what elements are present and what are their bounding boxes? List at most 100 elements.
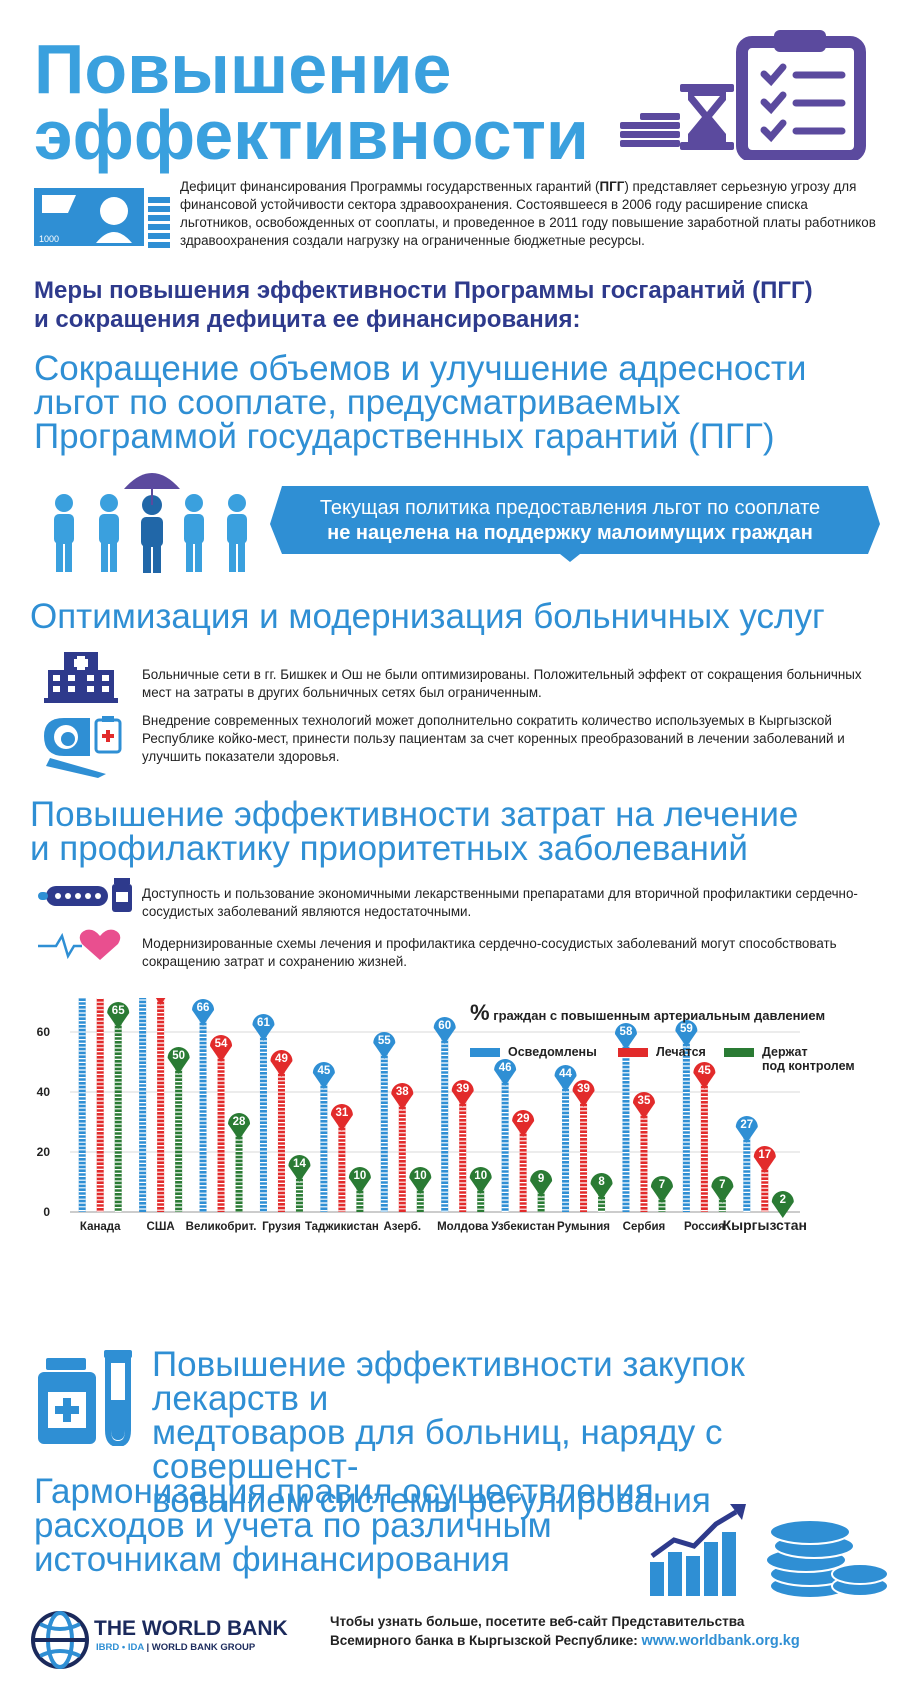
- data-label: 35: [638, 1095, 651, 1107]
- section4-heading: Повышение эффективности закупок лекарств…: [152, 1347, 892, 1518]
- chart-title-pct: %: [470, 1000, 490, 1025]
- value-marker: [270, 1050, 293, 1077]
- data-label: 31: [335, 1107, 348, 1119]
- scanner-clipboard-icon: [44, 716, 122, 778]
- x-tick-label: Узбекистан: [491, 1221, 555, 1233]
- hospital-icon: [44, 652, 118, 703]
- footer-org: THE WORLD BANK: [94, 1617, 288, 1640]
- intro-pgg: ПГГ: [599, 179, 625, 194]
- data-label: 2: [780, 1194, 786, 1206]
- section5-line3: источникам финансирования: [34, 1540, 510, 1579]
- x-tick-label: Канада: [80, 1221, 121, 1233]
- bar: [295, 1170, 303, 1212]
- data-label: 10: [353, 1170, 366, 1182]
- bar: [277, 1065, 285, 1212]
- value-marker: [433, 1017, 456, 1044]
- footer-sub-b: WORLD BANK GROUP: [151, 1642, 256, 1653]
- bar: [139, 998, 147, 1212]
- value-marker: [348, 1167, 371, 1194]
- legend-treated: Лечатся: [618, 1045, 706, 1059]
- data-label: 65: [112, 1005, 125, 1017]
- value-marker: [675, 1020, 698, 1047]
- section4-line2: медтоваров для больниц, наряду с соверше…: [152, 1413, 723, 1486]
- bar: [459, 1095, 467, 1212]
- data-label: 7: [719, 1179, 725, 1191]
- data-label: 8: [598, 1176, 605, 1188]
- medicine-vial-icon: [38, 1350, 132, 1446]
- value-marker: [494, 1059, 517, 1086]
- data-label: 10: [474, 1170, 487, 1182]
- footer-subtitle: IBRD • IDA | WORLD BANK GROUP: [96, 1642, 255, 1653]
- value-marker: [469, 1167, 492, 1194]
- value-marker: [451, 1080, 474, 1107]
- intro-part2: ) представляет серьезную угрозу для фина…: [180, 179, 876, 248]
- data-label: 29: [517, 1113, 530, 1125]
- bar: [761, 1161, 769, 1212]
- x-tick-label: Россия: [684, 1221, 725, 1233]
- footer-text: Чтобы узнать больше, посетите веб-сайт П…: [330, 1612, 890, 1651]
- value-marker: [252, 1014, 275, 1041]
- x-tick-label: Сербия: [623, 1221, 666, 1233]
- value-marker: [288, 1155, 311, 1182]
- legend-controlled-label2: под контролем: [762, 1059, 855, 1073]
- people-umbrella-icon: [54, 473, 247, 573]
- page-title-line1: Повышение: [34, 30, 452, 108]
- bar: [622, 1038, 630, 1212]
- value-marker: [693, 1062, 716, 1089]
- value-marker: [228, 1113, 251, 1140]
- bar: [477, 1182, 485, 1212]
- banknote-value: 1000: [39, 234, 59, 244]
- legend-aware: Осведомлены: [470, 1045, 597, 1059]
- data-label: 27: [740, 1119, 753, 1131]
- x-tick-label: Молдова: [437, 1221, 489, 1233]
- data-label: 50: [172, 1050, 185, 1062]
- x-tick-label: Таджикистан: [305, 1221, 379, 1233]
- bar: [441, 1032, 449, 1212]
- value-marker: [572, 1080, 595, 1107]
- value-marker: [530, 1170, 553, 1197]
- footer-sub-sep: |: [143, 1642, 152, 1653]
- data-label: 45: [317, 1065, 330, 1077]
- data-label: 60: [438, 1020, 451, 1032]
- bar: [700, 1077, 708, 1212]
- data-label: 55: [378, 1035, 391, 1047]
- measures-heading: Меры повышения эффективности Программы г…: [34, 276, 884, 334]
- banknote-icon: 1000: [34, 188, 170, 248]
- section3-item1: Доступность и пользование экономичными л…: [142, 886, 858, 919]
- bar: [175, 1062, 183, 1212]
- data-label: 45: [698, 1065, 711, 1077]
- data-label: 9: [538, 1173, 544, 1185]
- section5-line2: расходов и учета по различным: [34, 1506, 552, 1545]
- policy-banner: Текущая политика предоставления льгот по…: [270, 486, 880, 562]
- legend-treated-label: Лечатся: [656, 1045, 706, 1059]
- value-marker: [210, 1035, 233, 1062]
- growth-coins-icon: [650, 1504, 889, 1599]
- value-marker: [735, 1116, 758, 1143]
- measures-heading-line2: и сокращения дефицита ее финансирования:: [34, 306, 581, 333]
- data-label: 28: [233, 1116, 246, 1128]
- footer-link[interactable]: www.worldbank.org.kg: [641, 1633, 800, 1649]
- banner-line1: Текущая политика предоставления льгот по…: [319, 497, 821, 519]
- data-label: 17: [758, 1149, 771, 1161]
- measures-heading-line1: Меры повышения эффективности Программы г…: [34, 277, 813, 304]
- legend-aware-label: Осведомлены: [508, 1045, 597, 1059]
- value-marker: [590, 1173, 613, 1200]
- value-marker: [650, 1176, 673, 1203]
- data-label: 7: [659, 1179, 665, 1191]
- data-label: 61: [257, 1017, 270, 1029]
- section5-heading: Гармонизация правил осуществления расход…: [34, 1474, 674, 1579]
- value-marker: [167, 1047, 190, 1074]
- legend-controlled: Держат под контролем: [724, 1045, 855, 1073]
- value-marker: [330, 1104, 353, 1131]
- x-tick-label: США: [147, 1221, 175, 1233]
- section3-heading: Повышение эффективности затрат на лечени…: [30, 797, 880, 866]
- world-bank-logo-icon: [31, 1611, 89, 1669]
- pills-bottle-icon: [38, 878, 132, 912]
- data-label: 58: [620, 1026, 633, 1038]
- clipboard-hourglass-icon: [620, 30, 866, 160]
- footer-sub-a: IBRD • IDA: [96, 1642, 144, 1653]
- bar: [640, 1107, 648, 1212]
- y-tick-label: 40: [37, 1085, 51, 1099]
- section1-heading: Сокращение объемов и улучшение адресност…: [34, 351, 884, 454]
- bar: [519, 1125, 527, 1212]
